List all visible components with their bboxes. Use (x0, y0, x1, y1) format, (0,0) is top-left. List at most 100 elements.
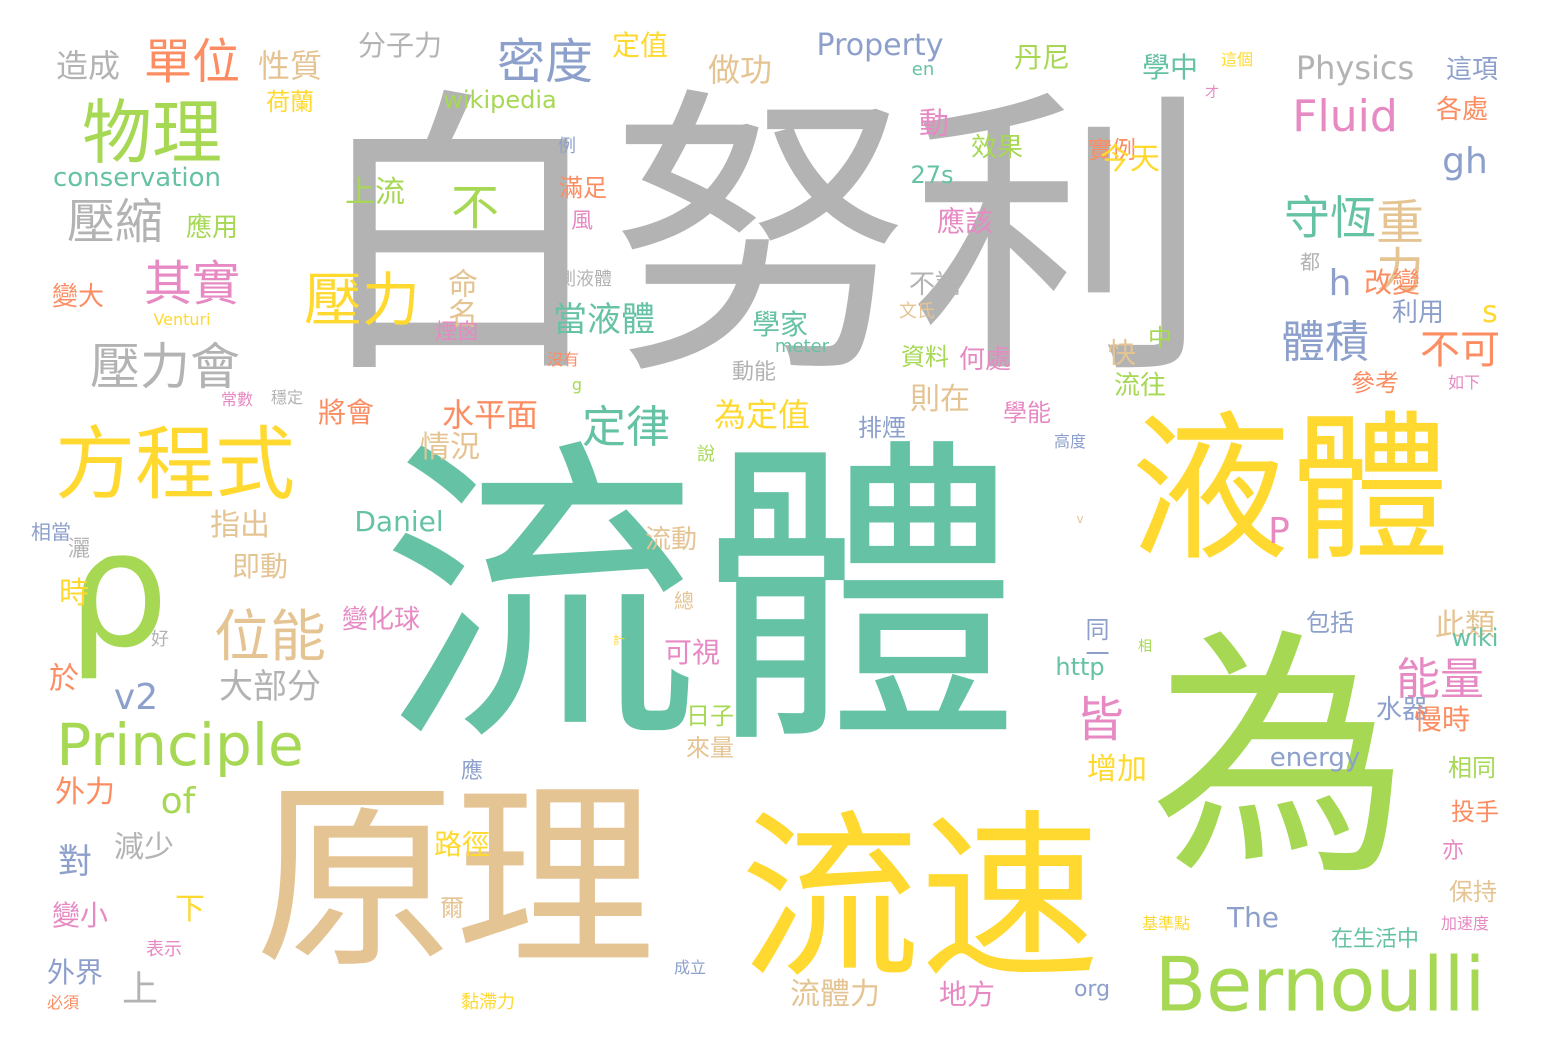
cloud-word: 加速度 (1440, 914, 1490, 933)
cloud-word: 在生活中 (1330, 927, 1420, 952)
cloud-word: 變小 (51, 899, 109, 932)
cloud-word: 守恆 (1284, 191, 1376, 245)
cloud-word: 沒有 (546, 350, 580, 369)
cloud-word: 同一 (1081, 617, 1109, 665)
cloud-word: 水器 (1375, 695, 1429, 725)
cloud-word: 黏滯力 (461, 992, 515, 1013)
cloud-word: 當液體 (553, 300, 655, 340)
cloud-word: 單位 (143, 34, 241, 90)
cloud-word: 常數 (220, 390, 254, 409)
cloud-word: 慢時 (1413, 703, 1471, 736)
cloud-word: 皆 (1075, 692, 1125, 748)
cloud-word: 流動 (644, 525, 698, 555)
cloud-word: 參考 (1351, 369, 1399, 397)
cloud-word: Bernoulli (1154, 940, 1486, 1029)
cloud-word: 不論 (908, 270, 962, 300)
cloud-word: 體積 (1281, 317, 1369, 368)
cloud-word: 滿足 (559, 174, 607, 202)
cloud-word: 不 (450, 180, 500, 236)
cloud-word: 這項 (1445, 55, 1499, 85)
cloud-word: 路徑 (433, 828, 491, 861)
cloud-word: 變大 (51, 282, 105, 312)
cloud-word: 都 (1300, 250, 1320, 274)
cloud-word: Venturi (153, 310, 211, 329)
cloud-word: wikipedia (443, 86, 557, 114)
cloud-word: 於 (43, 662, 78, 692)
cloud-word: 相 (1138, 639, 1152, 655)
cloud-word: 包括 (1306, 609, 1354, 637)
cloud-word: 例 (558, 136, 576, 157)
cloud-word: 重力 (1367, 197, 1423, 293)
cloud-word: Principle (56, 711, 304, 779)
cloud-word: 對 (58, 842, 92, 882)
cloud-word: 即動 (231, 550, 289, 583)
cloud-word: 壓力會 (90, 338, 240, 396)
cloud-word: 基準點 (1141, 914, 1191, 933)
cloud-word: 流體力 (790, 977, 880, 1012)
cloud-word: wiki (1451, 624, 1499, 652)
cloud-word: 投手 (1451, 798, 1499, 826)
cloud-word: ρ (67, 496, 169, 683)
cloud-word: 文氏 (899, 301, 935, 322)
cloud-word: 不可 (1420, 327, 1500, 373)
cloud-word: 好 (151, 629, 169, 650)
cloud-word: 密度 (496, 34, 594, 90)
cloud-word: meter (774, 336, 830, 357)
cloud-word: 動 (913, 107, 948, 137)
cloud-word: 變化球 (341, 605, 421, 635)
cloud-word: s (1482, 295, 1498, 330)
cloud-word: 物理 (82, 92, 222, 174)
cloud-word: 資料 (901, 343, 949, 371)
cloud-word: The (1226, 901, 1280, 934)
cloud-word: 應 (460, 759, 484, 784)
cloud-word: 排煙 (858, 414, 906, 442)
cloud-word: 相當 (31, 520, 71, 544)
cloud-word: 原理 (254, 763, 656, 996)
cloud-word: 動能 (731, 360, 777, 385)
cloud-word: 為定值 (713, 396, 811, 434)
cloud-word: 才 (1205, 85, 1219, 101)
cloud-word: 流體 (380, 414, 1020, 786)
cloud-word: 各處 (1435, 95, 1489, 125)
cloud-word: 保持 (1449, 878, 1497, 906)
cloud-word: 學能 (1003, 399, 1051, 427)
cloud-word: 穩定 (270, 388, 304, 407)
cloud-word: 其實 (143, 256, 241, 312)
cloud-word: 應用 (185, 213, 239, 243)
cloud-word: conservation (52, 163, 222, 193)
cloud-word: h (1328, 263, 1352, 304)
cloud-word: 下 (175, 892, 205, 927)
cloud-word: 高度 (1053, 432, 1087, 451)
cloud-word: en (911, 59, 935, 80)
cloud-word: 水平面 (441, 396, 539, 434)
cloud-word: 來量 (686, 734, 734, 762)
cloud-word: 改變 (1363, 266, 1421, 299)
cloud-word: 快 (1104, 338, 1137, 366)
cloud-word: gh (1442, 141, 1488, 182)
cloud-word: http (1055, 653, 1105, 681)
cloud-word: 相同 (1448, 754, 1496, 782)
cloud-word: 此類 (1435, 608, 1495, 643)
cloud-word: 風 (570, 209, 594, 234)
cloud-word: 學家 (751, 308, 809, 341)
cloud-word: 成立 (673, 958, 707, 977)
cloud-word: 流往 (1113, 371, 1167, 401)
cloud-word: 增加 (1087, 752, 1147, 787)
cloud-word: 必須 (46, 993, 80, 1012)
cloud-word: 命名 (442, 268, 477, 328)
cloud-word: 白努利 (310, 65, 1210, 414)
cloud-word: v2 (113, 677, 159, 718)
cloud-word: 大部分 (219, 667, 321, 707)
cloud-word: Fluid (1292, 91, 1398, 142)
cloud-word: 荷蘭 (266, 88, 314, 116)
cloud-word: 總 (674, 589, 694, 613)
cloud-word: 上 (121, 969, 159, 1010)
cloud-word: Physics (1295, 49, 1415, 87)
cloud-word: 做功 (707, 51, 773, 89)
cloud-word: 上流 (345, 175, 405, 210)
cloud-word: 這個 (1220, 50, 1254, 69)
cloud-word: v (1076, 512, 1084, 526)
cloud-word: 方程式 (55, 418, 295, 511)
cloud-word: 定律 (582, 402, 670, 453)
